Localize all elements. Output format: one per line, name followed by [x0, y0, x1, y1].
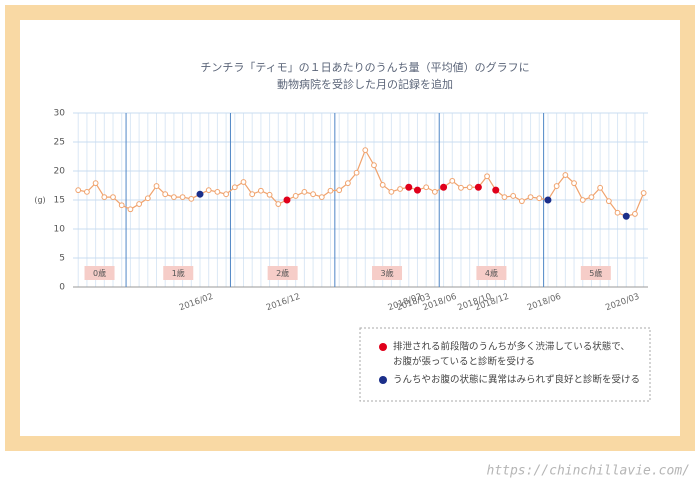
age-label: 5歳: [589, 268, 602, 278]
highlight-point: [283, 196, 291, 204]
age-label: 0歳: [93, 268, 106, 278]
data-point: [466, 184, 473, 191]
data-point: [75, 187, 82, 194]
data-point: [171, 194, 177, 201]
legend-marker: [379, 343, 387, 351]
highlight-point: [492, 186, 500, 194]
data-point: [588, 194, 595, 201]
y-tick-label: 30: [54, 109, 66, 119]
data-point: [605, 198, 612, 205]
chart-title: チンチラ「ティモ」の１日あたりのうんち量（平均値）のグラフに: [200, 60, 529, 74]
age-label-box: [372, 266, 403, 280]
data-point: [240, 179, 247, 185]
data-point: [214, 188, 221, 195]
legend-text: うんちやお腹の状態に異常はみられず良好と診断を受ける: [393, 374, 640, 386]
data-point: [518, 198, 525, 205]
data-point: [92, 180, 99, 187]
data-point: [484, 173, 490, 180]
data-point: [223, 191, 230, 198]
age-label: 3歳: [380, 268, 393, 278]
data-point: [553, 183, 560, 189]
data-point: [257, 187, 264, 194]
y-tick-label: 0: [59, 283, 65, 293]
legend-marker: [379, 376, 387, 384]
data-point: [84, 188, 90, 195]
highlight-point: [440, 183, 448, 191]
data-point: [144, 195, 151, 202]
data-point: [153, 183, 160, 189]
data-point: [379, 182, 386, 188]
age-label: 2歳: [276, 268, 289, 278]
data-point: [510, 193, 517, 199]
y-tick-label: 10: [54, 225, 66, 235]
data-point: [501, 194, 508, 201]
data-point: [127, 206, 134, 213]
data-point: [431, 188, 438, 195]
data-point: [362, 147, 369, 154]
highlight-point: [544, 196, 552, 204]
data-point: [597, 184, 604, 191]
data-point: [579, 197, 586, 203]
highlight-point: [474, 183, 482, 191]
legend-text: 排泄される前段階のうんちが多く渋滞している状態で、: [393, 341, 630, 353]
data-point: [423, 184, 430, 191]
data-point: [275, 201, 282, 207]
age-label: 4歳: [485, 268, 498, 278]
data-point: [449, 177, 456, 184]
data-point: [571, 180, 577, 187]
data-point: [110, 194, 116, 201]
y-tick-label: 15: [54, 196, 65, 206]
data-point: [162, 191, 169, 198]
data-point: [231, 184, 238, 191]
age-label-box: [163, 266, 194, 280]
chart-title: 動物病院を受診した月の記録を追加: [277, 77, 453, 91]
y-axis-label: (g): [34, 196, 45, 205]
legend-box: [359, 327, 651, 402]
data-point: [353, 169, 360, 176]
data-point: [640, 190, 647, 196]
legend-text: お腹が張っていると診断を受ける: [393, 356, 535, 368]
data-point: [536, 195, 543, 202]
data-point: [327, 187, 334, 194]
data-point: [179, 194, 186, 201]
data-point: [205, 187, 212, 194]
data-point: [101, 194, 108, 201]
highlight-point: [622, 212, 630, 220]
data-point: [292, 193, 299, 199]
age-label-box: [580, 266, 611, 280]
data-point: [527, 194, 534, 201]
data-point: [336, 187, 343, 194]
data-point: [136, 201, 143, 207]
highlight-point: [196, 190, 204, 198]
age-label-box: [267, 266, 298, 280]
data-point: [562, 172, 569, 178]
data-point: [266, 191, 273, 198]
data-point: [188, 195, 195, 202]
data-point: [310, 191, 316, 198]
y-tick-label: 25: [54, 138, 65, 148]
data-point: [301, 188, 308, 195]
watermark: https://chinchillavie.com/: [487, 464, 691, 479]
y-tick-label: 5: [59, 254, 65, 264]
data-point: [397, 186, 403, 192]
highlight-point: [405, 183, 413, 191]
data-point: [249, 191, 256, 198]
data-point: [614, 209, 621, 216]
data-point: [458, 184, 464, 191]
data-point: [388, 188, 395, 195]
age-label-box: [84, 266, 115, 280]
data-point: [118, 202, 125, 209]
data-point: [632, 211, 638, 217]
data-point: [371, 162, 377, 169]
data-point: [344, 180, 351, 187]
age-label-box: [476, 266, 507, 280]
data-point: [318, 194, 325, 201]
highlight-point: [413, 186, 421, 194]
y-tick-label: 20: [54, 167, 66, 177]
age-label: 1歳: [172, 268, 185, 278]
